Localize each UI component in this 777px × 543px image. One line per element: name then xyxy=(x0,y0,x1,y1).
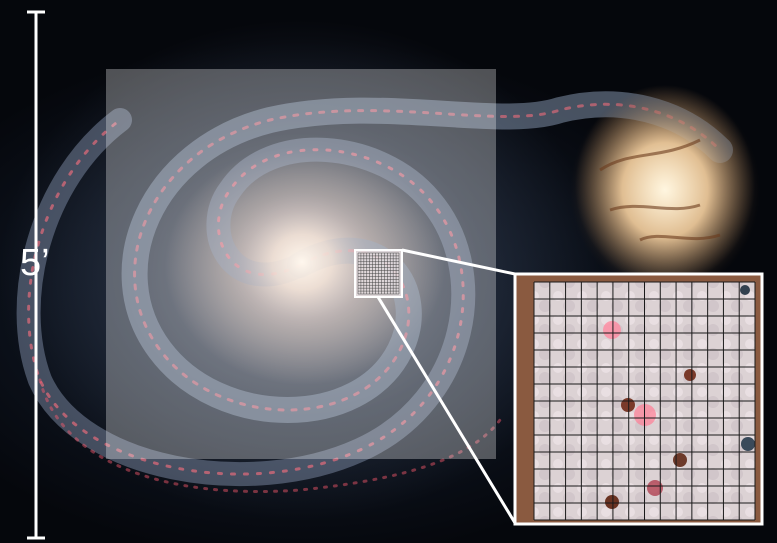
small-grid-patch xyxy=(354,249,403,298)
inset-grid xyxy=(533,281,756,521)
callout-line-bottom xyxy=(376,296,517,524)
scale-bar-label: 5’ xyxy=(20,242,50,284)
callout-line-top xyxy=(401,248,516,276)
galaxy-core xyxy=(227,192,377,332)
zoom-inset xyxy=(513,272,764,526)
companion-galaxy xyxy=(570,85,760,295)
scale-bar xyxy=(27,10,45,540)
field-of-view-overlay xyxy=(106,69,496,459)
